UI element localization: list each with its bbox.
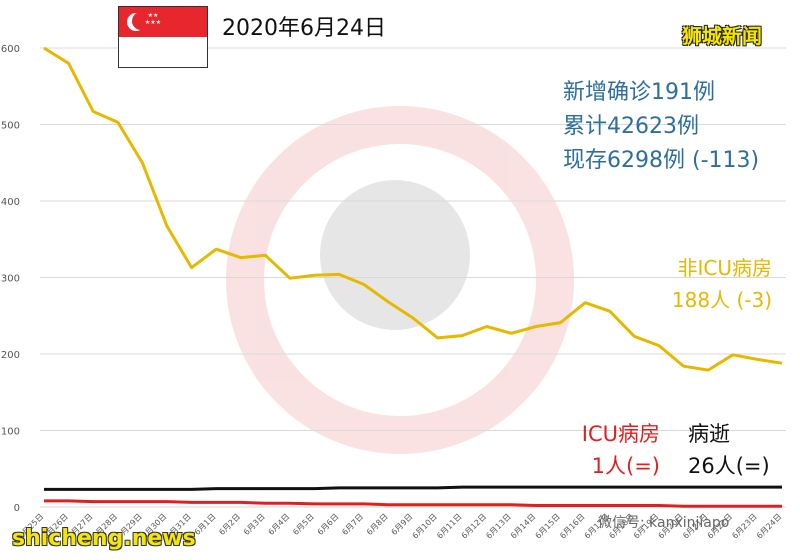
x-tick-label: 6月14日: [509, 512, 537, 540]
series-line-0: [43, 46, 783, 372]
series-line-2: [44, 485, 782, 491]
x-tick-label: 6月13日: [484, 512, 512, 540]
watermark: [226, 106, 574, 454]
brand-logo: 狮城新闻: [682, 24, 762, 48]
x-tick-label: 6月8日: [365, 512, 390, 537]
y-tick-label: 200: [1, 350, 20, 361]
stat-new-cases: 新增确诊191例: [563, 80, 715, 105]
x-tick-label: 6月7日: [340, 512, 365, 537]
x-tick-label: 6月23日: [730, 512, 758, 540]
y-tick-label: 300: [1, 274, 20, 285]
y-tick-label: 500: [1, 121, 20, 132]
stat-cumulative: 累计42623例: [563, 114, 699, 139]
x-tick-label: 6月11日: [435, 512, 463, 540]
y-axis-ticks: 0 100 200 300 400 500 600: [1, 44, 20, 514]
x-tick-label: 6月3日: [242, 512, 267, 537]
grid-lines: [40, 47, 786, 508]
singapore-flag-icon: ★★ ★★★: [118, 6, 208, 68]
x-tick-label: 6月4日: [267, 512, 292, 537]
chart-date: 2020年6月24日: [222, 16, 386, 41]
y-tick-label: 0: [14, 503, 20, 514]
x-tick-label: 6月2日: [217, 512, 242, 537]
x-tick-label: 6月15日: [534, 512, 562, 540]
x-tick-label: 6月24日: [755, 512, 783, 540]
x-tick-label: 6月6日: [316, 512, 341, 537]
x-tick-label: 6月5日: [291, 512, 316, 537]
y-tick-label: 600: [1, 44, 20, 55]
x-tick-label: 6月1日: [193, 512, 218, 537]
x-tick-label: 6月12日: [460, 512, 488, 540]
series-line-1: [44, 499, 782, 508]
wechat-id: 微信号: kanxinjiapo: [598, 515, 730, 531]
series-lines: [43, 46, 783, 508]
y-tick-label: 400: [1, 197, 20, 208]
non-icu-value: 188人 (-3): [671, 288, 772, 312]
x-tick-label: 6月10日: [411, 512, 439, 540]
x-tick-label: 6月16日: [558, 512, 586, 540]
non-icu-title: 非ICU病房: [677, 256, 772, 280]
death-value: 26人(=): [688, 454, 770, 478]
y-tick-label: 100: [1, 427, 20, 438]
death-title: 病逝: [688, 422, 730, 446]
stat-active: 现存6298例 (-113): [563, 148, 760, 173]
icu-value: 1人(=): [591, 454, 660, 478]
icu-title: ICU病房: [581, 422, 660, 446]
footer-site: shicheng.news: [12, 526, 196, 551]
